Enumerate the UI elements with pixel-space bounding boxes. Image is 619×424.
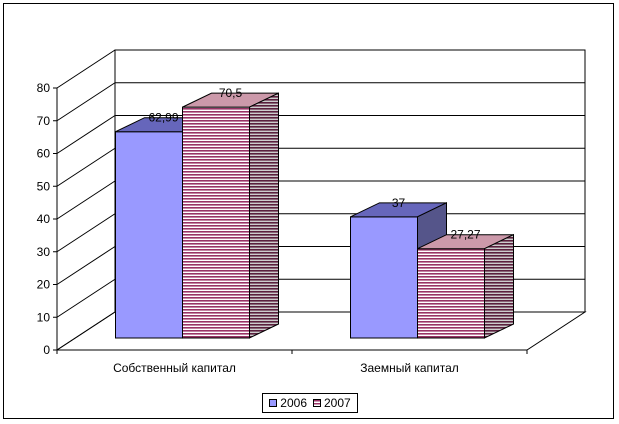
category-label-1: Заемный капитал	[360, 361, 459, 375]
y-tick-label: 70	[37, 114, 51, 128]
bar-front-2006-0	[115, 131, 183, 339]
data-label-2006-1: 37	[392, 196, 406, 210]
gridline-side	[56, 213, 116, 253]
gridline-side	[56, 278, 116, 318]
legend-swatch-2007	[313, 399, 321, 407]
legend-swatch-2006	[269, 399, 278, 407]
gridline-side	[56, 82, 116, 122]
data-label-2006-0: 62,99	[148, 111, 178, 125]
y-tick-label: 30	[37, 245, 51, 259]
legend-label-2006: 2006	[280, 396, 307, 410]
y-tick-label: 10	[37, 310, 51, 324]
y-tick-label: 40	[37, 212, 51, 226]
y-tick-label: 0	[43, 343, 50, 357]
legend-item-2006: 2006	[269, 396, 307, 410]
gridline-side	[56, 115, 116, 154]
legend: 2006 2007	[262, 393, 358, 413]
category-label-0: Собственный капитал	[113, 361, 236, 375]
bar-side-2007-0	[249, 92, 279, 339]
bar-front-2006-1	[350, 216, 418, 339]
gridline-side	[56, 147, 116, 187]
legend-item-2007: 2007	[313, 396, 351, 410]
gridline-side	[56, 246, 116, 285]
legend-label-2007: 2007	[324, 396, 351, 410]
y-tick-label: 60	[37, 147, 51, 161]
y-tick-label: 50	[37, 179, 51, 193]
gridline-side	[56, 49, 116, 89]
bar-front-2007-0	[182, 106, 250, 339]
y-tick-label: 20	[37, 278, 51, 292]
data-label-2007-0: 70,5	[219, 86, 243, 100]
y-tick-label: 80	[37, 81, 51, 95]
bar-front-2007-1	[417, 248, 485, 339]
gridline-side	[56, 180, 116, 220]
bar-side-2007-1	[484, 233, 514, 339]
data-label-2007-1: 27,27	[450, 228, 480, 242]
